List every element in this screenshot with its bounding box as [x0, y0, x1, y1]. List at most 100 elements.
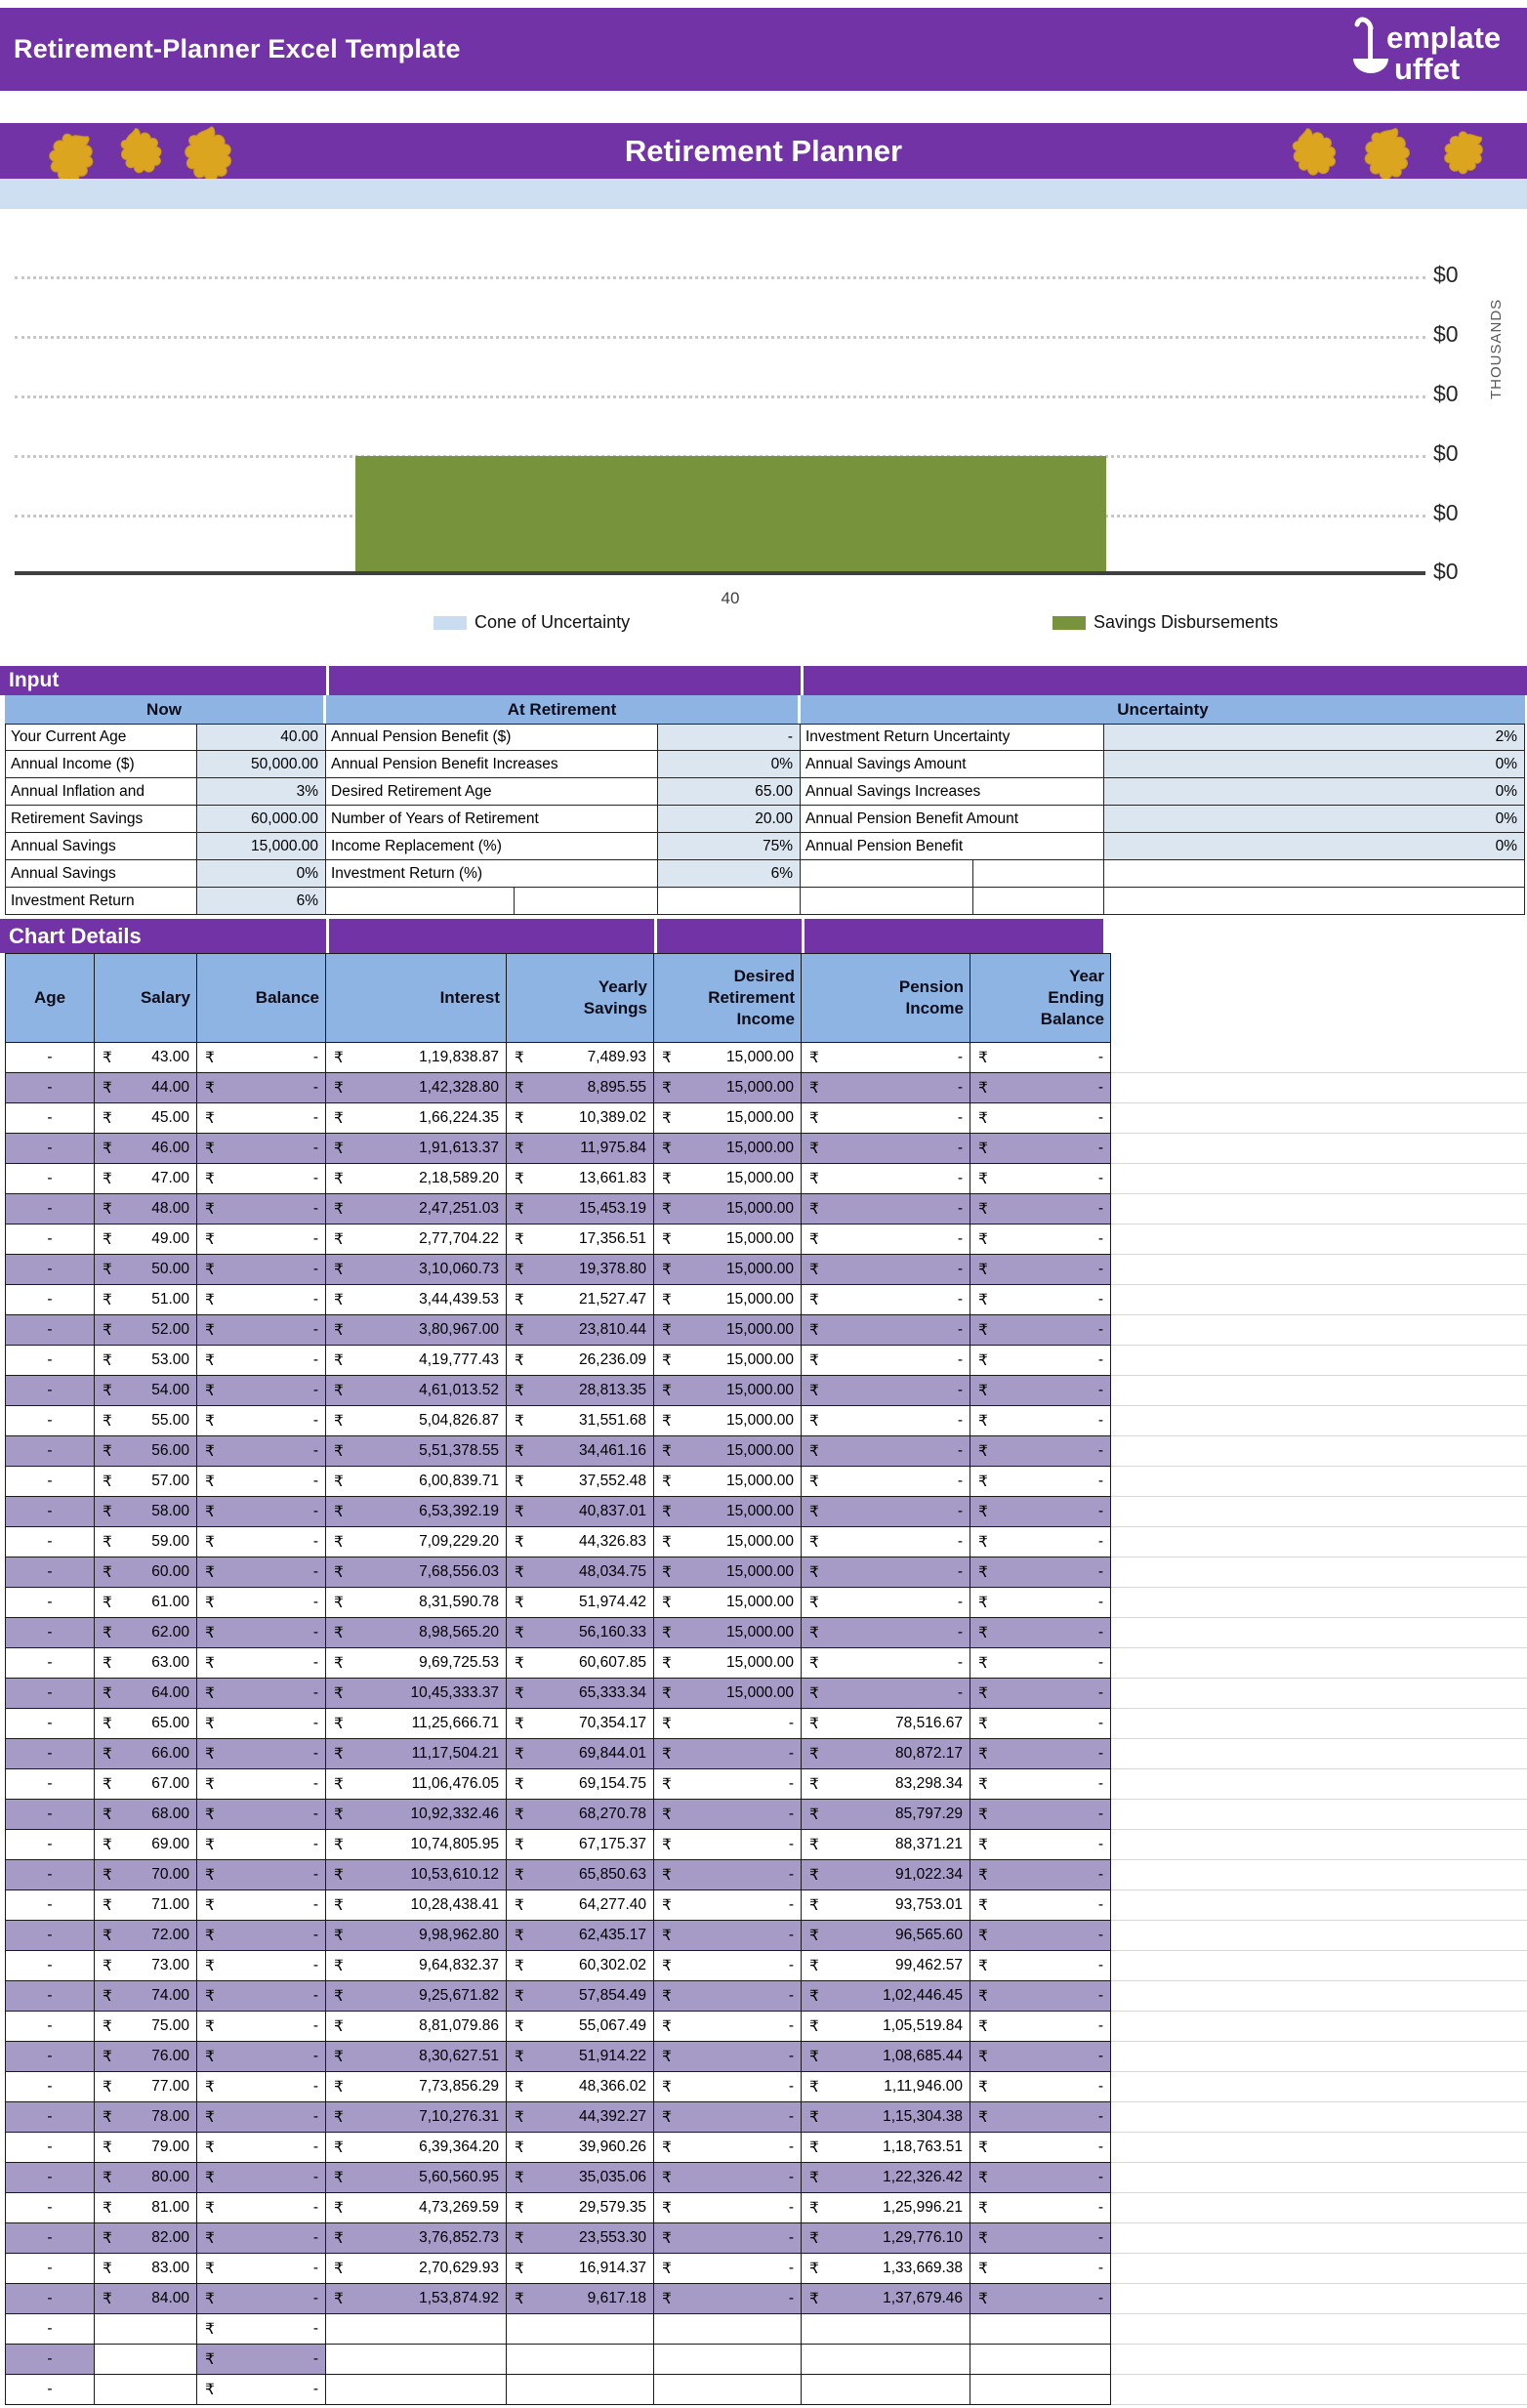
cell-value: 10,53,610.12 [410, 1866, 499, 1883]
money-cell: ₹37,552.48 [507, 1467, 654, 1497]
input-label: Annual Inflation and [5, 778, 197, 806]
input-value-cell[interactable]: 6% [658, 860, 801, 888]
cell-value: 29,579.35 [579, 2199, 646, 2216]
cell-value: 46.00 [151, 1140, 189, 1156]
input-value-cell[interactable]: 0% [1104, 778, 1525, 806]
cell-value: 1,33,669.38 [883, 2260, 963, 2276]
money-cell: ₹15,000.00 [654, 1557, 802, 1588]
input-value-cell[interactable]: 40.00 [197, 724, 326, 751]
money-cell: ₹ - [197, 1467, 326, 1497]
money-cell: ₹11,25,666.71 [326, 1709, 507, 1739]
money-cell: ₹ - [970, 1225, 1111, 1255]
money-cell: ₹2,70,629.93 [326, 2254, 507, 2284]
rupee-symbol: ₹ [334, 1866, 344, 1884]
cell-value: - [957, 1624, 963, 1640]
input-value-cell[interactable]: 20.00 [658, 806, 801, 833]
table-row: - ₹61.00 ₹ - ₹8,31,590.78 ₹51,974.42 ₹15,000.0… [5, 1588, 1111, 1618]
cell-value: 17,356.51 [579, 1230, 646, 1247]
rupee-symbol: ₹ [515, 1987, 524, 2005]
money-cell: ₹ - [654, 2072, 802, 2102]
input-row: Investment Return 6% [5, 888, 1525, 915]
money-cell: ₹ - [197, 1557, 326, 1588]
table-row: - ₹54.00 ₹ - ₹4,61,013.52 ₹28,813.35 ₹15,000.0… [5, 1376, 1111, 1406]
age-cell: - [5, 1951, 95, 1981]
rupee-symbol: ₹ [334, 1957, 344, 1974]
money-cell: ₹6,53,392.19 [326, 1497, 507, 1527]
empty-cell [507, 2345, 654, 2375]
input-label: Annual Pension Benefit [801, 833, 1104, 860]
rupee-symbol: ₹ [662, 2138, 672, 2156]
rupee-symbol: ₹ [205, 1866, 215, 1884]
input-value-cell[interactable]: 0% [658, 751, 801, 778]
rupee-symbol: ₹ [103, 1866, 112, 1884]
money-cell: ₹5,51,378.55 [326, 1436, 507, 1467]
cell-value: - [1097, 2078, 1103, 2095]
cell-value: 2,47,251.03 [419, 1200, 499, 1217]
money-cell: ₹ - [802, 1648, 970, 1679]
input-value-cell[interactable]: 65.00 [658, 778, 801, 806]
rupee-symbol: ₹ [978, 1927, 988, 1944]
table-row: - ₹ - [5, 2314, 1111, 2345]
input-value-cell[interactable]: - [658, 724, 801, 751]
rupee-symbol: ₹ [662, 1351, 672, 1369]
age-cell: - [5, 2314, 95, 2345]
money-cell: ₹11,17,504.21 [326, 1739, 507, 1769]
input-value-cell[interactable]: 60,000.00 [197, 806, 326, 833]
money-cell: ₹67.00 [95, 1769, 197, 1800]
cell-value: - [1097, 1684, 1103, 1701]
cell-value: 84.00 [151, 2290, 189, 2306]
input-value-cell[interactable]: 3% [197, 778, 326, 806]
cell-value: 48,034.75 [579, 1563, 646, 1580]
input-value-cell[interactable]: 0% [1104, 833, 1525, 860]
money-cell: ₹ - [654, 1800, 802, 1830]
money-cell: ₹1,37,679.46 [802, 2284, 970, 2314]
input-value-cell[interactable]: 0% [1104, 806, 1525, 833]
money-cell: ₹15,000.00 [654, 1225, 802, 1255]
money-cell: ₹ - [802, 1164, 970, 1194]
money-cell: ₹8,98,565.20 [326, 1618, 507, 1648]
rupee-symbol: ₹ [205, 2108, 215, 2126]
rupee-symbol: ₹ [662, 1473, 672, 1490]
cell-value: - [788, 2229, 794, 2246]
rupee-symbol: ₹ [662, 2169, 672, 2186]
money-cell: ₹ - [197, 1406, 326, 1436]
input-grid: Your Current Age 40.00 Annual Pension Bene… [5, 724, 1525, 915]
money-cell: ₹ - [970, 2254, 1111, 2284]
money-cell: ₹ - [197, 1315, 326, 1346]
cell-value: - [312, 1200, 318, 1217]
money-cell: ₹69,154.75 [507, 1769, 654, 1800]
input-value-cell[interactable]: 0% [197, 860, 326, 888]
input-value-cell[interactable]: 75% [658, 833, 801, 860]
cell-value: - [788, 1957, 794, 1973]
cell-value: - [312, 1140, 318, 1156]
input-value-cell[interactable]: 6% [197, 888, 326, 915]
cell-value: - [957, 1442, 963, 1459]
rupee-symbol: ₹ [662, 2260, 672, 2277]
cell-value: - [1097, 1957, 1103, 1973]
money-cell: ₹ - [654, 2163, 802, 2193]
age-cell: - [5, 1376, 95, 1406]
rupee-symbol: ₹ [103, 2138, 112, 2156]
money-cell: ₹ - [970, 2223, 1111, 2254]
cell-value: 91,022.34 [895, 1866, 963, 1883]
rupee-symbol: ₹ [205, 1745, 215, 1763]
rupee-symbol: ₹ [205, 2381, 215, 2398]
money-cell: ₹ - [197, 1194, 326, 1225]
input-value-cell[interactable]: 2% [1104, 724, 1525, 751]
age-cell: - [5, 1043, 95, 1073]
cell-value: - [312, 1442, 318, 1459]
money-cell: ₹ - [970, 1921, 1111, 1951]
input-value-cell[interactable]: 50,000.00 [197, 751, 326, 778]
input-label: Annual Savings Amount [801, 751, 1104, 778]
input-value-cell[interactable]: 0% [1104, 751, 1525, 778]
input-value-cell[interactable]: 15,000.00 [197, 833, 326, 860]
cell-value: - [1097, 1351, 1103, 1368]
rupee-symbol: ₹ [515, 1442, 524, 1460]
money-cell: ₹10,28,438.41 [326, 1890, 507, 1921]
cell-value: 43.00 [151, 1049, 189, 1065]
money-cell: ₹ - [654, 2223, 802, 2254]
money-cell: ₹ - [197, 1073, 326, 1103]
rupee-symbol: ₹ [334, 1624, 344, 1641]
money-cell: ₹65,850.63 [507, 1860, 654, 1890]
rupee-symbol: ₹ [809, 2199, 819, 2217]
